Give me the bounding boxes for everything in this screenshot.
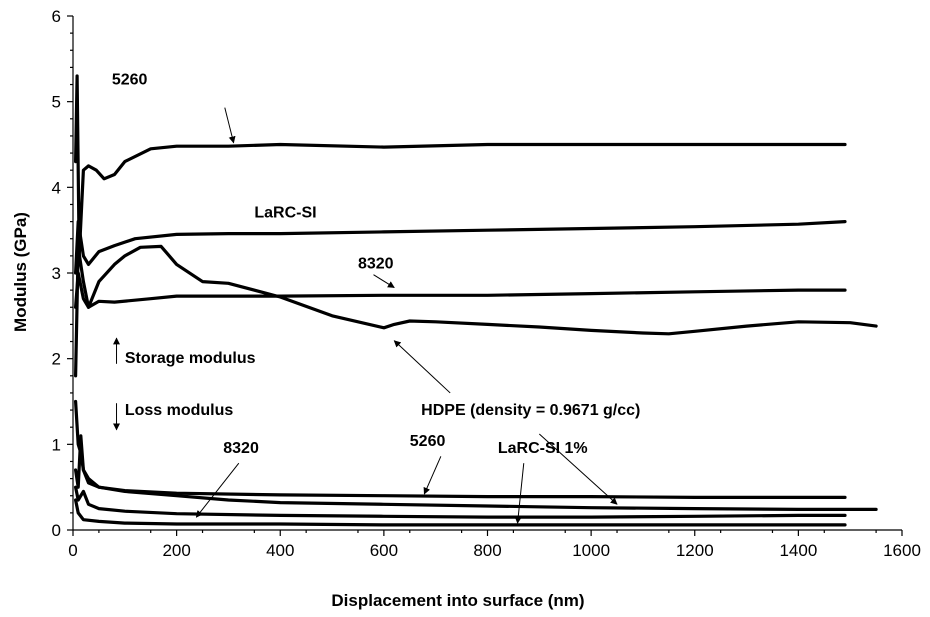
- y-axis-title: Modulus (GPa): [11, 212, 30, 332]
- series-line-storage-5260: [74, 74, 847, 258]
- annotation-label: 8320: [358, 256, 394, 273]
- x-tick-label: 1200: [676, 541, 714, 560]
- x-tick-label: 600: [370, 541, 398, 560]
- series-line-storage-hdpe-density-0-9671-g-cc: [74, 244, 878, 336]
- annotation-label: HDPE (density = 0.9671 g/cc): [421, 402, 640, 419]
- series-group: [74, 74, 878, 527]
- annotation-label: 5260: [112, 72, 148, 89]
- annotation-label: 8320: [223, 440, 259, 457]
- annotation-label: 5260: [410, 433, 446, 450]
- x-tick-label: 1600: [883, 541, 921, 560]
- axes: 0 200 400 600 800 1000 1200 1400 1600 0 1 2 3 4 5 6: [52, 7, 921, 560]
- y-tick-label: 2: [52, 350, 61, 369]
- annotation-arrow: [373, 274, 395, 288]
- series-line-loss-8320: [74, 485, 847, 519]
- annotation-label: LaRC-SI 1%: [498, 440, 588, 457]
- series-line-loss-larc-si-1: [74, 498, 847, 527]
- x-tick-label: 1400: [779, 541, 817, 560]
- series-line-storage-8320: [74, 245, 847, 378]
- annotation-arrow: [514, 463, 525, 524]
- x-tick-label: 1000: [572, 541, 610, 560]
- series-line-loss-hdpe-density-0-9671-g-cc: [74, 399, 878, 511]
- y-tick-label: 3: [52, 264, 61, 283]
- x-axis-title: Displacement into surface (nm): [331, 591, 584, 610]
- x-tick-label: 800: [473, 541, 501, 560]
- y-tick-label: 6: [52, 7, 61, 26]
- series-line-loss-5260: [74, 434, 847, 499]
- y-tick-label: 5: [52, 93, 61, 112]
- y-tick-label: 0: [52, 521, 61, 540]
- annotation-label: Loss modulus: [125, 402, 234, 419]
- annotation-arrow: [393, 340, 451, 394]
- annotation-arrow: [224, 107, 236, 144]
- annotations-group: 5260 LaRC-SI 8320 Storage modulus Loss modul…: [112, 72, 640, 524]
- series-line-storage-larc-si: [74, 220, 847, 275]
- annotation-arrow: [538, 433, 618, 505]
- annotation-arrow: [423, 456, 442, 495]
- x-tick-label: 0: [68, 541, 77, 560]
- y-tick-label: 4: [52, 178, 61, 197]
- x-tick-label: 200: [162, 541, 190, 560]
- annotation-label: LaRC-SI: [254, 204, 316, 221]
- y-tick-label: 1: [52, 435, 61, 454]
- x-tick-label: 400: [266, 541, 294, 560]
- annotation-label: Storage modulus: [125, 350, 256, 367]
- annotation-arrow: [195, 462, 240, 518]
